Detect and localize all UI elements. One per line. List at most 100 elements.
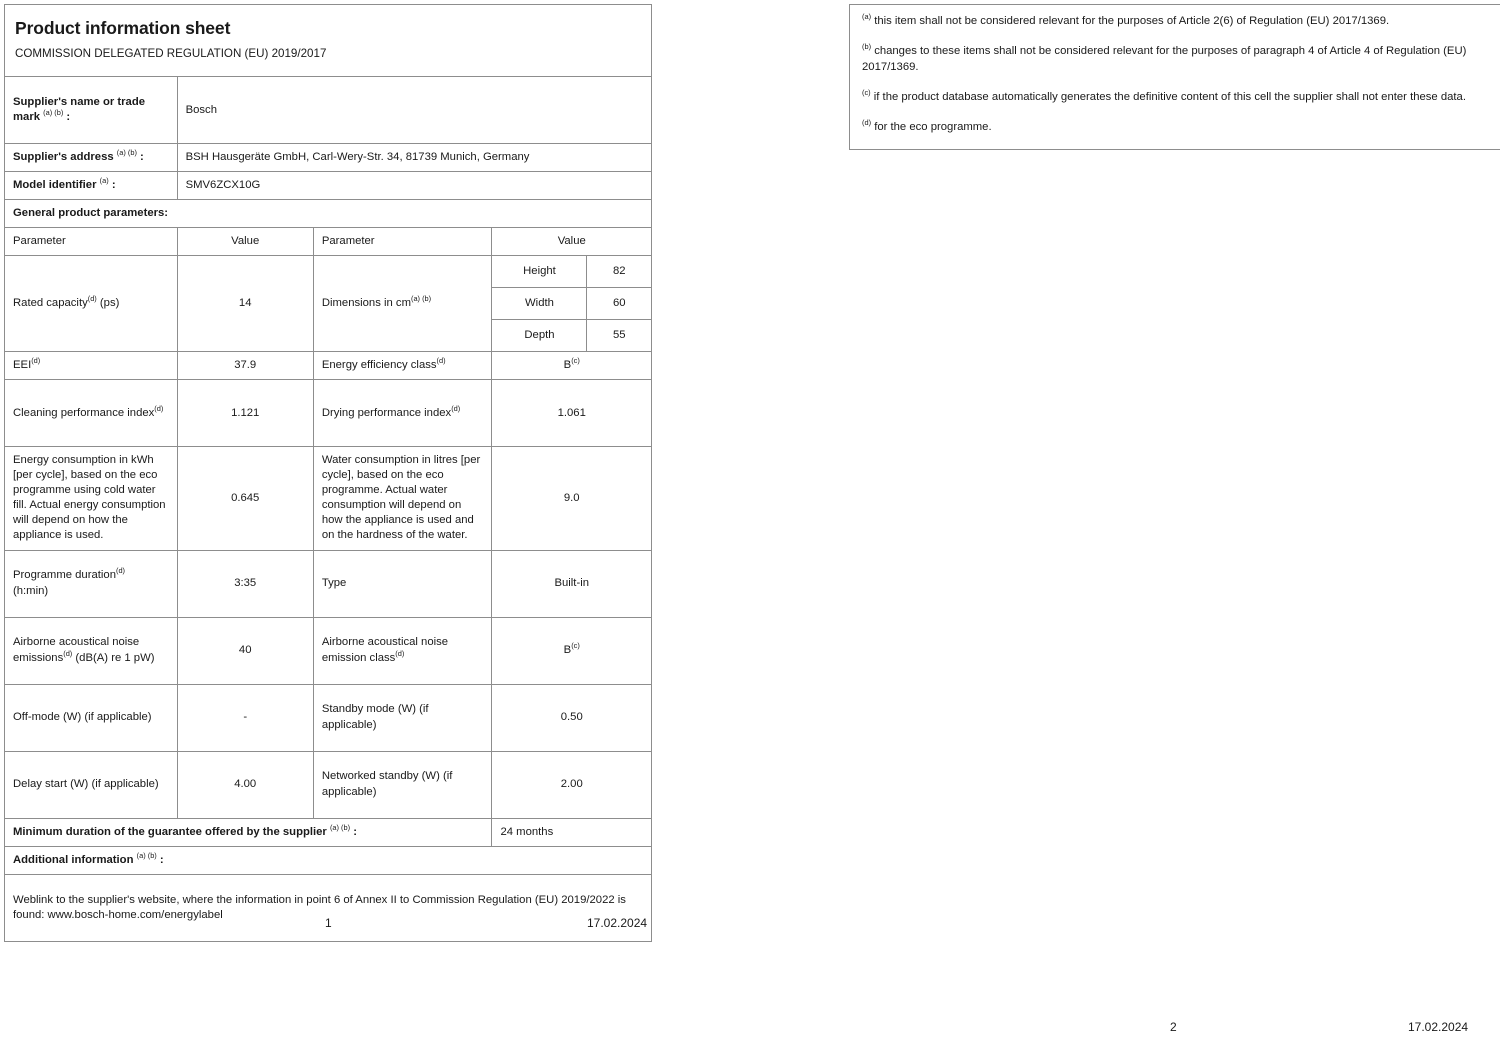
footnote-c-text: if the product database automatically ge… [873,90,1466,103]
rated-capacity-label-cell: Rated capacity(d) (ps) [4,255,178,353]
cleaning-index-label-cell: Cleaning performance index(d) [4,379,178,448]
footnotes-box: (a) this item shall not be considered re… [849,4,1500,151]
delay-start-value: 4.00 [176,750,314,819]
dimensions-sup: (a) (b) [410,294,432,304]
footnote-a-text: this item shall not be considered releva… [874,15,1390,27]
noise-emissions-label: Airborne acoustical noise emissions [13,636,140,664]
footnote-b: (b) changes to these items shall not be … [862,43,1500,75]
footnote-a-marker: (a) [862,12,872,22]
noise-class-sup: (d) [395,648,405,658]
dimension-value-width: 60 [586,287,651,321]
supplier-name-row: Supplier's name or trade mark (a) (b) : … [4,76,653,145]
programme-duration-label: Programme duration [13,569,116,582]
guarantee-row: Minimum duration of the guarantee offere… [3,817,652,847]
supplier-address-sup: (a) (b) [116,148,137,158]
energy-class-value-sup: (c) [571,356,580,366]
page-2-number: 2 [1170,1020,1177,1034]
supplier-name-value-cell: Bosch [176,76,653,145]
footnote-d-marker: (d) [862,118,872,128]
supplier-address-value-cell: BSH Hausgeräte GmbH, Carl-Wery-Str. 34, … [176,143,653,173]
noise-class-value-sup: (c) [571,641,580,651]
weblink-text[interactable]: Weblink to the supplier's website, where… [4,873,652,942]
supplier-name-label: Supplier's name or trade mark [13,96,146,124]
dimension-row-height: Height 82 [492,256,651,289]
programme-duration-value: 3:35 [176,549,314,618]
additional-information-cell: Additional information (a) (b) : [4,845,652,875]
page-title: Product information sheet [15,18,231,38]
eei-row: EEI(d) 37.9 Energy efficiency class(d) B… [4,351,652,381]
dimension-value-depth: 55 [586,319,651,352]
rated-capacity-label: Rated capacity [13,297,88,310]
energy-class-value-cell: B(c) [491,351,652,381]
header-value-right: Value [491,227,652,257]
delay-start-label: Delay start (W) (if applicable) [4,750,178,819]
guarantee-value: 24 months [491,817,652,847]
footnote-b-text: changes to these items shall not be cons… [862,45,1467,73]
subtitle-cell: COMMISSION DELEGATED REGULATION (EU) 201… [4,44,652,78]
dimension-name-depth: Depth [492,319,588,352]
eei-label: EEI [13,359,32,372]
dimension-row-depth: Depth 55 [492,319,651,352]
supplier-address-row: Supplier's address (a) (b) : BSH Hausger… [4,143,653,173]
page-2-date: 17.02.2024 [1408,1020,1469,1034]
cleaning-index-label: Cleaning performance index [13,406,155,419]
model-identifier-value-cell: SMV6ZCX10G [176,171,653,201]
colon: : [353,825,357,838]
dimension-value-height: 82 [586,256,651,289]
rated-capacity-sup: (d) [87,294,97,304]
colon: : [111,179,116,192]
noise-class-value-cell: B(c) [491,616,652,685]
subtitle-row: COMMISSION DELEGATED REGULATION (EU) 201… [4,44,652,78]
dimension-name-height: Height [492,256,588,289]
consumption-row: Energy consumption in kWh [per cycle], b… [4,446,652,551]
guarantee-sup: (a) (b) [329,822,351,832]
additional-information-label: Additional information [13,853,134,866]
guarantee-label: Minimum duration of the guarantee offere… [13,825,327,838]
footnote-d-text: for the eco programme. [874,121,992,133]
energy-class-label: Energy efficiency class [321,359,437,372]
standby-mode-value: 0.50 [491,683,652,752]
title-cell: Product information sheet [4,4,652,45]
dimensions-label: Dimensions in cm [321,297,411,310]
type-label: Type [312,549,493,618]
programme-duration-sup: (d) [115,566,126,576]
dimension-row-width: Width 60 [492,287,651,321]
header-value-left: Value [176,227,314,257]
table-header-row: Parameter Value Parameter Value [4,227,652,257]
colon: : [159,853,164,866]
page-1-date: 17.02.2024 [587,915,648,930]
supplier-name-label-cell: Supplier's name or trade mark (a) (b) : [4,76,178,145]
weblink-row: Weblink to the supplier's website, where… [4,873,652,942]
supplier-address-label: Supplier's address [13,151,114,164]
footnote-c: (c) if the product database automaticall… [862,87,1500,105]
drying-index-label-cell: Drying performance index(d) [312,379,493,448]
networked-standby-label: Networked standby (W) (if applicable) [312,750,493,819]
dimensions-subtable-cell: Height 82 Width 60 Depth 55 [491,255,652,353]
general-parameters-heading-row: General product parameters: [4,199,652,229]
footnote-a: (a) this item shall not be considered re… [862,12,1500,29]
water-consumption-label: Water consumption in litres [per cycle],… [312,446,493,551]
regulation-subtitle: COMMISSION DELEGATED REGULATION (EU) 201… [15,47,327,61]
dimensions-label-cell: Dimensions in cm(a) (b) [312,255,493,353]
energy-class-label-cell: Energy efficiency class(d) [312,351,493,381]
networked-standby-value: 2.00 [491,750,652,819]
cleaning-index-sup: (d) [154,404,164,414]
additional-information-row: Additional information (a) (b) : [4,845,652,875]
noise-class-label-cell: Airborne acoustical noise emission class… [312,616,493,685]
cleaning-performance-row: Cleaning performance index(d) 1.121 Dryi… [4,379,652,448]
general-parameters-heading: General product parameters: [4,199,652,229]
colon: : [66,111,71,124]
eei-label-cell: EEI(d) [4,351,178,381]
guarantee-label-cell: Minimum duration of the guarantee offere… [3,817,493,847]
footnote-c-marker: (c) [862,87,871,97]
noise-emissions-unit: (dB(A) re 1 pW) [75,651,155,664]
noise-class-label: Airborne acoustical noise emission class [321,636,449,664]
programme-duration-unit: (h:min) [13,584,49,597]
standby-mode-label: Standby mode (W) (if applicable) [312,683,493,752]
model-identifier-sup: (a) [99,176,109,186]
type-value: Built-in [491,549,652,618]
dimensions-table: Height 82 Width 60 Depth 55 [492,256,651,352]
model-identifier-label-cell: Model identifier (a) : [4,171,178,201]
page-1-number: 1 [325,915,332,930]
eei-value: 37.9 [176,351,314,381]
